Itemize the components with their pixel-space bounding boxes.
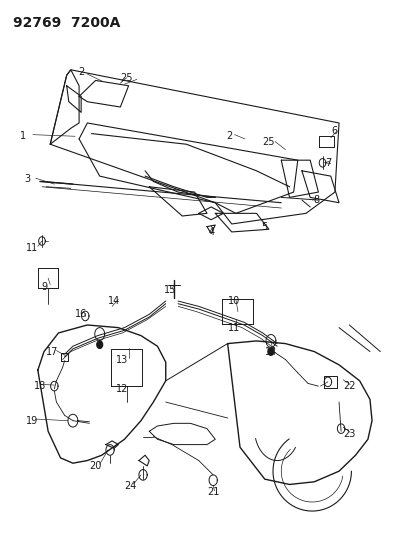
- Text: 17: 17: [46, 346, 58, 357]
- Text: 21: 21: [206, 488, 219, 497]
- Text: 18: 18: [34, 381, 46, 391]
- Text: 14: 14: [108, 296, 120, 306]
- Text: 22: 22: [342, 381, 355, 391]
- Text: 10: 10: [227, 296, 240, 306]
- Text: 5: 5: [261, 222, 267, 232]
- Text: 3: 3: [24, 174, 31, 184]
- Text: 16: 16: [75, 309, 87, 319]
- Text: 1: 1: [20, 131, 26, 141]
- Text: 25: 25: [262, 136, 275, 147]
- Text: 25: 25: [120, 73, 133, 83]
- Text: 20: 20: [89, 461, 102, 471]
- Text: 19: 19: [26, 416, 38, 426]
- Polygon shape: [97, 341, 102, 349]
- Text: 6: 6: [331, 126, 337, 136]
- Text: 11: 11: [227, 322, 240, 333]
- Text: 92769  7200A: 92769 7200A: [13, 15, 120, 29]
- Text: 12: 12: [116, 384, 128, 394]
- Text: 23: 23: [342, 429, 355, 439]
- Text: 15: 15: [163, 286, 176, 295]
- Polygon shape: [268, 348, 273, 356]
- Text: 2: 2: [78, 68, 84, 77]
- Text: 24: 24: [124, 481, 137, 490]
- Text: 7: 7: [325, 158, 331, 168]
- Text: 4: 4: [208, 227, 214, 237]
- Text: 9: 9: [41, 282, 47, 292]
- Text: 2: 2: [226, 131, 232, 141]
- Text: 13: 13: [116, 354, 128, 365]
- Text: 14: 14: [264, 346, 276, 357]
- Text: 11: 11: [26, 243, 38, 253]
- Text: 8: 8: [313, 195, 319, 205]
